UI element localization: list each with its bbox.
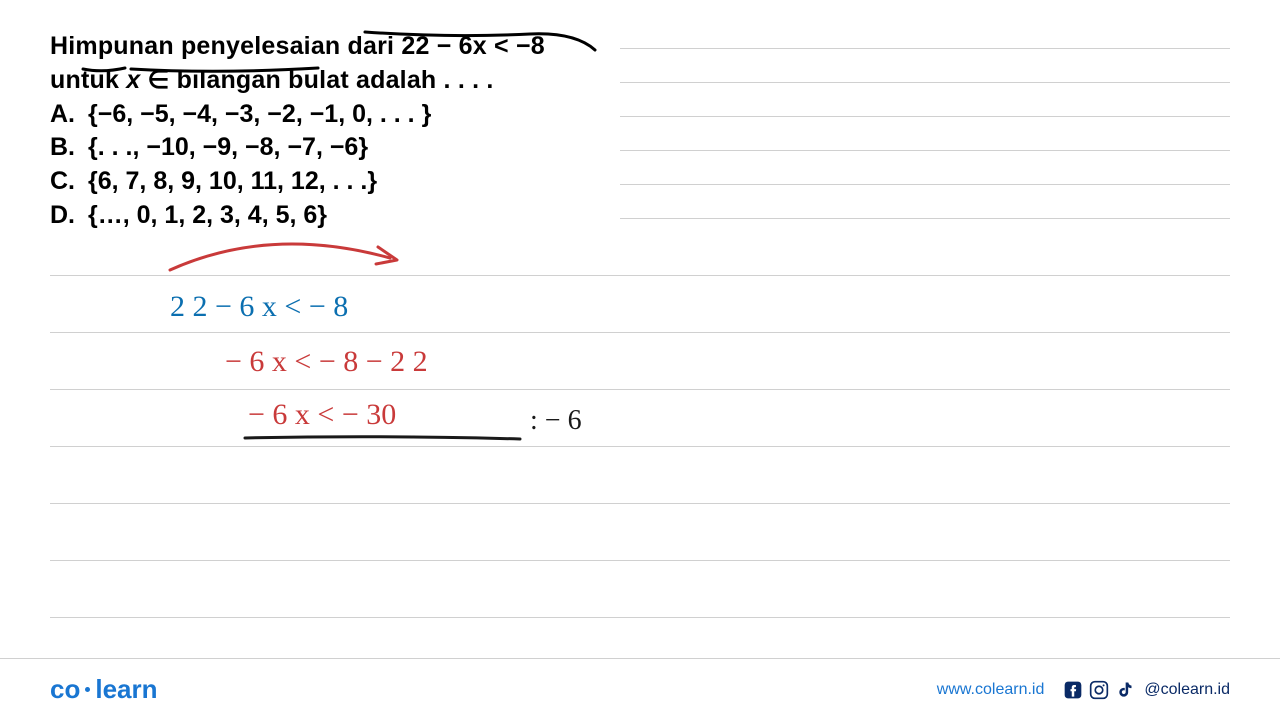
red-arrow xyxy=(160,230,420,280)
logo-learn: learn xyxy=(95,674,157,705)
option-b-text: {. . ., −10, −9, −8, −7, −6} xyxy=(88,133,368,161)
logo-dot-icon xyxy=(85,687,90,692)
website-link[interactable]: www.colearn.id xyxy=(937,681,1045,699)
option-b-letter: B. xyxy=(50,131,88,165)
facebook-icon[interactable] xyxy=(1062,679,1084,701)
option-d: D.{…, 0, 1, 2, 3, 4, 5, 6} xyxy=(50,199,1230,233)
footer: co learn www.colearn.id @colearn.id xyxy=(0,658,1280,720)
handwriting-step3: − 6 x < − 30 xyxy=(248,398,396,432)
tiktok-icon[interactable] xyxy=(1114,679,1136,701)
logo-co: co xyxy=(50,674,80,705)
option-d-text: {…, 0, 1, 2, 3, 4, 5, 6} xyxy=(88,201,327,229)
q-line2-var: x xyxy=(126,66,140,94)
footer-right: www.colearn.id @colearn.id xyxy=(937,679,1230,701)
question-block: Himpunan penyelesaian dari 22 − 6x < −8 … xyxy=(50,30,1230,233)
q-line2-p3: adalah . . . . xyxy=(349,66,494,94)
option-a: A.{−6, −5, −4, −3, −2, −1, 0, . . . } xyxy=(50,98,1230,132)
option-a-text: {−6, −5, −4, −3, −2, −1, 0, . . . } xyxy=(88,100,431,128)
social-handle[interactable]: @colearn.id xyxy=(1144,681,1230,699)
option-d-letter: D. xyxy=(50,199,88,233)
handwriting-step2: − 6 x < − 8 − 2 2 xyxy=(225,345,428,379)
q-line1-expr: 22 − 6x < −8 xyxy=(401,32,545,60)
brand-logo: co learn xyxy=(50,674,158,705)
handwriting-step1: 2 2 − 6 x < − 8 xyxy=(170,290,348,324)
instagram-icon[interactable] xyxy=(1088,679,1110,701)
option-a-letter: A. xyxy=(50,98,88,132)
question-line-1: Himpunan penyelesaian dari 22 − 6x < −8 xyxy=(50,30,1230,64)
q-line2-elem: ∈ xyxy=(140,66,176,94)
social-block: @colearn.id xyxy=(1062,679,1230,701)
option-c: C.{6, 7, 8, 9, 10, 11, 12, . . .} xyxy=(50,165,1230,199)
q-line2-p1: untuk xyxy=(50,66,126,94)
question-line-2: untuk x ∈ bilangan bulat adalah . . . . xyxy=(50,64,1230,98)
q-line1-text: Himpunan penyelesaian dari xyxy=(50,32,401,60)
q-line2-p2: bilangan bulat xyxy=(177,66,349,94)
option-c-text: {6, 7, 8, 9, 10, 11, 12, . . .} xyxy=(88,167,377,195)
option-c-letter: C. xyxy=(50,165,88,199)
handwriting-divisor: : − 6 xyxy=(530,405,582,437)
option-b: B.{. . ., −10, −9, −8, −7, −6} xyxy=(50,131,1230,165)
fraction-underline xyxy=(240,432,530,446)
